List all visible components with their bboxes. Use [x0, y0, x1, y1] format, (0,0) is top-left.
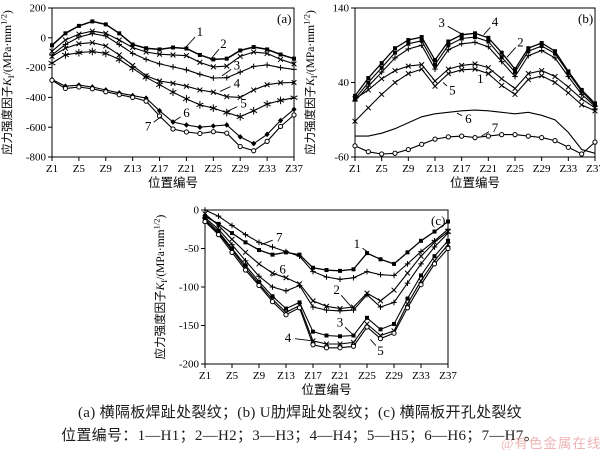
svg-text:200: 200 — [30, 3, 47, 15]
svg-text:-60: -60 — [334, 152, 349, 164]
svg-text:Z13: Z13 — [124, 163, 142, 175]
svg-text:Z25: Z25 — [506, 163, 524, 175]
svg-text:(a): (a) — [277, 11, 291, 26]
svg-text:(b): (b) — [578, 11, 593, 26]
subcaption-panels: (a) 横隔板焊趾处裂纹；(b) U肋焊趾处裂纹；(c) 横隔板开孔处裂纹 — [78, 405, 522, 421]
svg-text:1: 1 — [197, 24, 204, 39]
svg-text:位置编号: 位置编号 — [450, 175, 500, 190]
svg-text:Z33: Z33 — [258, 163, 276, 175]
svg-text:Z13: Z13 — [426, 163, 444, 175]
svg-text:-150: -150 — [179, 320, 200, 332]
svg-text:0: 0 — [41, 32, 47, 44]
svg-text:Z1: Z1 — [349, 163, 361, 175]
svg-text:Z5: Z5 — [226, 370, 239, 382]
svg-text:3: 3 — [337, 314, 344, 329]
svg-text:Z37: Z37 — [285, 163, 303, 175]
legend-position-codes: 位置编号：1—H1；2—H2；3—H3；4—H4；5—H5；6—H6；7—H7。 — [61, 428, 539, 444]
svg-text:-800: -800 — [26, 152, 47, 164]
svg-text:Z21: Z21 — [178, 163, 196, 175]
svg-text:Z5: Z5 — [73, 163, 86, 175]
svg-text:Z13: Z13 — [277, 370, 295, 382]
svg-text:Z17: Z17 — [453, 163, 471, 175]
svg-text:位置编号: 位置编号 — [148, 175, 198, 190]
svg-text:位置编号: 位置编号 — [301, 382, 351, 397]
svg-text:Z29: Z29 — [231, 163, 249, 175]
svg-text:3: 3 — [234, 57, 241, 72]
svg-text:40: 40 — [338, 77, 350, 89]
svg-text:2: 2 — [220, 36, 227, 51]
svg-text:-200: -200 — [179, 359, 200, 371]
svg-text:Z33: Z33 — [412, 370, 430, 382]
svg-text:1: 1 — [477, 71, 484, 86]
svg-text:应力强度因子KI/(MPa·mm1/2): 应力强度因子KI/(MPa·mm1/2) — [0, 10, 16, 155]
svg-text:7: 7 — [492, 120, 499, 135]
svg-text:5: 5 — [240, 96, 247, 111]
svg-text:应力强度因子KI/(MPa·mm1/2): 应力强度因子KI/(MPa·mm1/2) — [302, 10, 320, 155]
svg-text:Z29: Z29 — [533, 163, 551, 175]
svg-text:Z21: Z21 — [331, 370, 349, 382]
svg-text:7: 7 — [276, 230, 283, 245]
svg-text:2: 2 — [333, 282, 340, 297]
svg-text:Z1: Z1 — [46, 163, 58, 175]
svg-text:5: 5 — [377, 343, 384, 358]
svg-text:Z17: Z17 — [304, 370, 322, 382]
svg-text:Z25: Z25 — [204, 163, 222, 175]
svg-text:-100: -100 — [179, 282, 200, 294]
svg-text:应力强度因子KI/(MPa·mm1/2): 应力强度因子KI/(MPa·mm1/2) — [152, 214, 170, 359]
svg-text:-200: -200 — [26, 62, 47, 74]
svg-text:4: 4 — [234, 76, 241, 91]
svg-text:Z9: Z9 — [100, 163, 113, 175]
svg-text:6: 6 — [183, 105, 190, 120]
svg-text:Z33: Z33 — [559, 163, 577, 175]
svg-text:4: 4 — [285, 330, 292, 345]
svg-text:2: 2 — [517, 34, 524, 49]
svg-text:-400: -400 — [26, 92, 47, 104]
svg-text:Z29: Z29 — [385, 370, 403, 382]
svg-text:5: 5 — [449, 83, 456, 98]
svg-text:Z1: Z1 — [199, 370, 211, 382]
svg-text:Z25: Z25 — [358, 370, 376, 382]
svg-text:3: 3 — [438, 15, 445, 30]
svg-text:6: 6 — [279, 261, 286, 276]
svg-text:1: 1 — [354, 236, 361, 251]
svg-text:(c): (c) — [431, 213, 445, 228]
svg-text:Z17: Z17 — [151, 163, 169, 175]
svg-text:Z9: Z9 — [253, 370, 266, 382]
svg-text:-50: -50 — [184, 243, 199, 255]
svg-text:6: 6 — [465, 111, 472, 126]
svg-text:4: 4 — [492, 14, 499, 29]
svg-text:-600: -600 — [26, 122, 47, 134]
svg-text:Z37: Z37 — [439, 370, 457, 382]
svg-text:140: 140 — [333, 3, 350, 15]
svg-text:Z37: Z37 — [586, 163, 600, 175]
svg-text:Z21: Z21 — [479, 163, 497, 175]
svg-text:7: 7 — [145, 118, 152, 133]
svg-text:Z9: Z9 — [402, 163, 415, 175]
watermark: @有色金属在线 — [501, 436, 600, 450]
svg-text:Z5: Z5 — [376, 163, 389, 175]
svg-text:0: 0 — [194, 205, 200, 217]
